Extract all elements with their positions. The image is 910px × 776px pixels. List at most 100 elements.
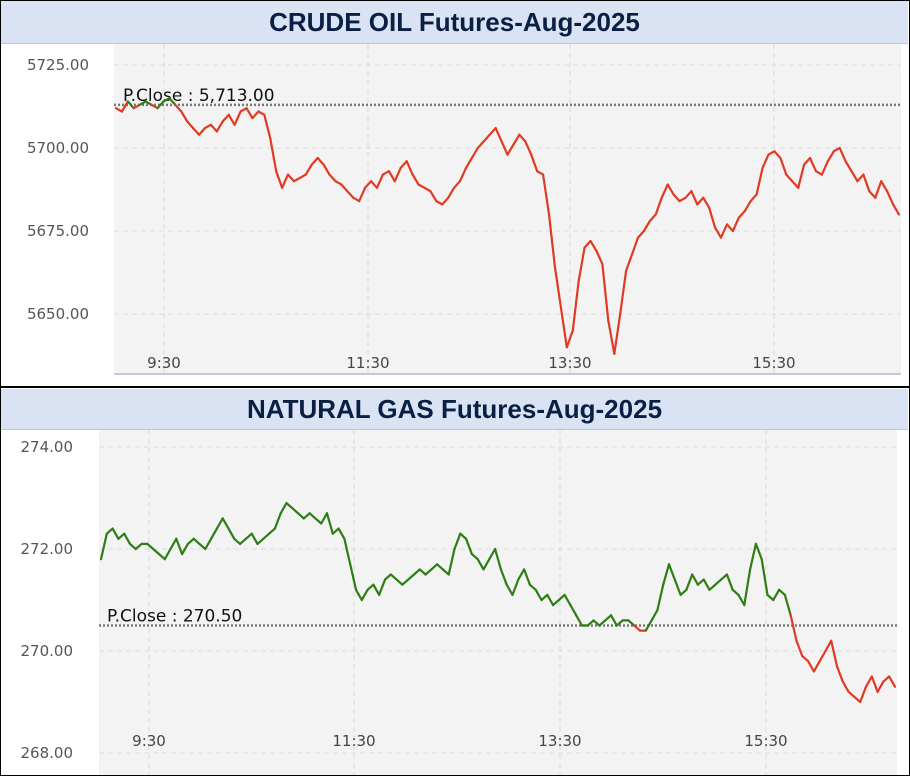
- natural-gas-price-segment: [870, 675, 879, 693]
- natural-gas-price-segment: [407, 573, 416, 581]
- crude-oil-y-tick-label: 5700.00: [27, 139, 89, 157]
- natural-gas-price-segment: [609, 614, 618, 627]
- natural-gas-price-segment: [789, 614, 798, 642]
- natural-gas-price-segment: [470, 552, 479, 561]
- natural-gas-price-segment: [505, 583, 514, 596]
- crude-oil-price-segment: [393, 166, 402, 183]
- crude-oil-price-segment: [488, 126, 497, 136]
- crude-oil-price-segment: [215, 120, 224, 133]
- natural-gas-price-segment: [262, 532, 271, 540]
- crude-oil-price-segment: [773, 150, 782, 160]
- crude-oil-price-segment: [506, 143, 515, 156]
- natural-gas-price-segment: [731, 588, 740, 596]
- crude-oil-chart: 5725.00 5700.00 5675.00 5650.00 9:30 11:30 13:…: [27, 44, 901, 375]
- natural-gas-price-segment: [702, 578, 711, 591]
- crude-oil-price-segment: [743, 200, 752, 213]
- natural-gas-price-segment: [256, 537, 265, 546]
- natural-gas-price-segment: [117, 532, 126, 540]
- natural-gas-price-segment: [279, 501, 288, 515]
- crude-oil-price-segment: [571, 279, 580, 332]
- natural-gas-price-segment: [314, 517, 323, 525]
- natural-gas-price-segment: [673, 578, 682, 596]
- crude-oil-price-segment: [553, 266, 563, 309]
- natural-gas-price-segment: [772, 588, 781, 602]
- natural-gas-price-segment: [737, 593, 746, 607]
- natural-gas-price-segment: [186, 537, 195, 546]
- natural-gas-price-segment: [511, 578, 520, 596]
- natural-gas-price-segment: [569, 604, 578, 617]
- crude-oil-price-segment: [607, 319, 616, 355]
- crude-oil-price-segment: [868, 190, 877, 199]
- natural-gas-price-segment: [459, 532, 468, 540]
- crude-oil-price-segment: [826, 150, 835, 163]
- natural-gas-price-segment: [633, 624, 642, 632]
- natural-gas-price-segment: [888, 675, 897, 688]
- natural-gas-chart-title: NATURAL GAS Futures-Aug-2025: [246, 393, 663, 424]
- crude-oil-price-segment: [162, 97, 171, 103]
- crude-oil-price-segment: [174, 103, 183, 113]
- natural-gas-price-segment: [320, 512, 329, 525]
- natural-gas-price-segment: [331, 527, 340, 535]
- crude-oil-price-segment: [304, 163, 313, 176]
- natural-gas-price-segment: [748, 542, 758, 571]
- natural-gas-price-segment: [436, 563, 444, 571]
- crude-oil-price-segment: [310, 156, 319, 166]
- crude-oil-title-bar: CRUDE OIL Futures-Aug-2025: [1, 1, 908, 44]
- natural-gas-price-segment: [650, 609, 659, 622]
- crude-oil-x-tick-label: 11:30: [346, 354, 389, 372]
- natural-gas-price-segment: [250, 532, 259, 546]
- natural-gas-title-bar: NATURAL GAS Futures-Aug-2025: [1, 389, 908, 430]
- natural-gas-price-segment: [551, 598, 561, 607]
- crude-oil-price-segment: [885, 190, 895, 206]
- panel-divider: [0, 386, 910, 388]
- crude-oil-price-segment: [850, 170, 859, 183]
- crude-oil-price-segment: [684, 190, 693, 199]
- natural-gas-price-segment: [163, 547, 172, 561]
- crude-oil-price-segment: [316, 156, 325, 166]
- crude-oil-price-segment: [808, 156, 818, 173]
- crude-oil-price-segment: [654, 196, 663, 216]
- crude-oil-price-segment: [358, 186, 367, 203]
- crude-oil-price-segment: [209, 123, 218, 133]
- crude-oil-price-segment: [702, 196, 711, 209]
- crude-oil-price-segment: [577, 246, 586, 282]
- crude-oil-price-segment: [364, 180, 373, 189]
- crude-oil-price-segment: [399, 160, 408, 170]
- crude-oil-price-segment: [251, 110, 260, 120]
- natural-gas-price-segment: [882, 675, 891, 683]
- natural-gas-price-segment: [546, 593, 555, 607]
- crude-oil-price-segment: [761, 153, 770, 170]
- natural-gas-price-segment: [494, 547, 502, 571]
- crude-oil-price-segment: [197, 126, 207, 136]
- crude-oil-price-segment: [269, 136, 278, 173]
- natural-gas-x-tick-label: 15:30: [744, 732, 787, 750]
- crude-oil-price-segment: [221, 113, 230, 123]
- natural-gas-price-segment: [743, 568, 752, 607]
- natural-gas-price-segment: [233, 537, 242, 546]
- crude-oil-chart-title: CRUDE OIL Futures-Aug-2025: [269, 6, 640, 37]
- natural-gas-price-segment: [818, 649, 827, 663]
- crude-oil-price-segment: [405, 160, 414, 176]
- crude-oil-price-segment: [619, 269, 628, 316]
- natural-gas-price-segment: [227, 527, 236, 540]
- natural-gas-price-segment: [835, 665, 844, 683]
- crude-oil-price-segment: [642, 219, 652, 233]
- natural-gas-price-segment: [725, 573, 734, 591]
- crude-oil-price-segment: [257, 110, 266, 116]
- natural-gas-price-segment: [383, 573, 392, 581]
- crude-oil-price-segment: [150, 103, 159, 110]
- natural-gas-price-segment: [291, 507, 300, 515]
- crude-oil-price-segment: [120, 100, 130, 113]
- natural-gas-panel: NATURAL GAS Futures-Aug-2025 274.00 272.0…: [1, 389, 908, 775]
- natural-gas-price-segment: [557, 593, 566, 602]
- natural-gas-price-segment: [204, 537, 213, 551]
- crude-oil-price-segment: [713, 226, 723, 239]
- crude-oil-price-segment: [731, 216, 740, 233]
- crude-oil-price-segment: [814, 170, 824, 176]
- crude-oil-price-segment: [126, 100, 135, 110]
- crude-oil-price-segment: [239, 107, 248, 113]
- crude-oil-price-segment: [737, 210, 746, 219]
- natural-gas-price-segment: [239, 537, 247, 546]
- natural-gas-price-segment: [847, 690, 856, 698]
- crude-oil-price-segment: [292, 176, 301, 183]
